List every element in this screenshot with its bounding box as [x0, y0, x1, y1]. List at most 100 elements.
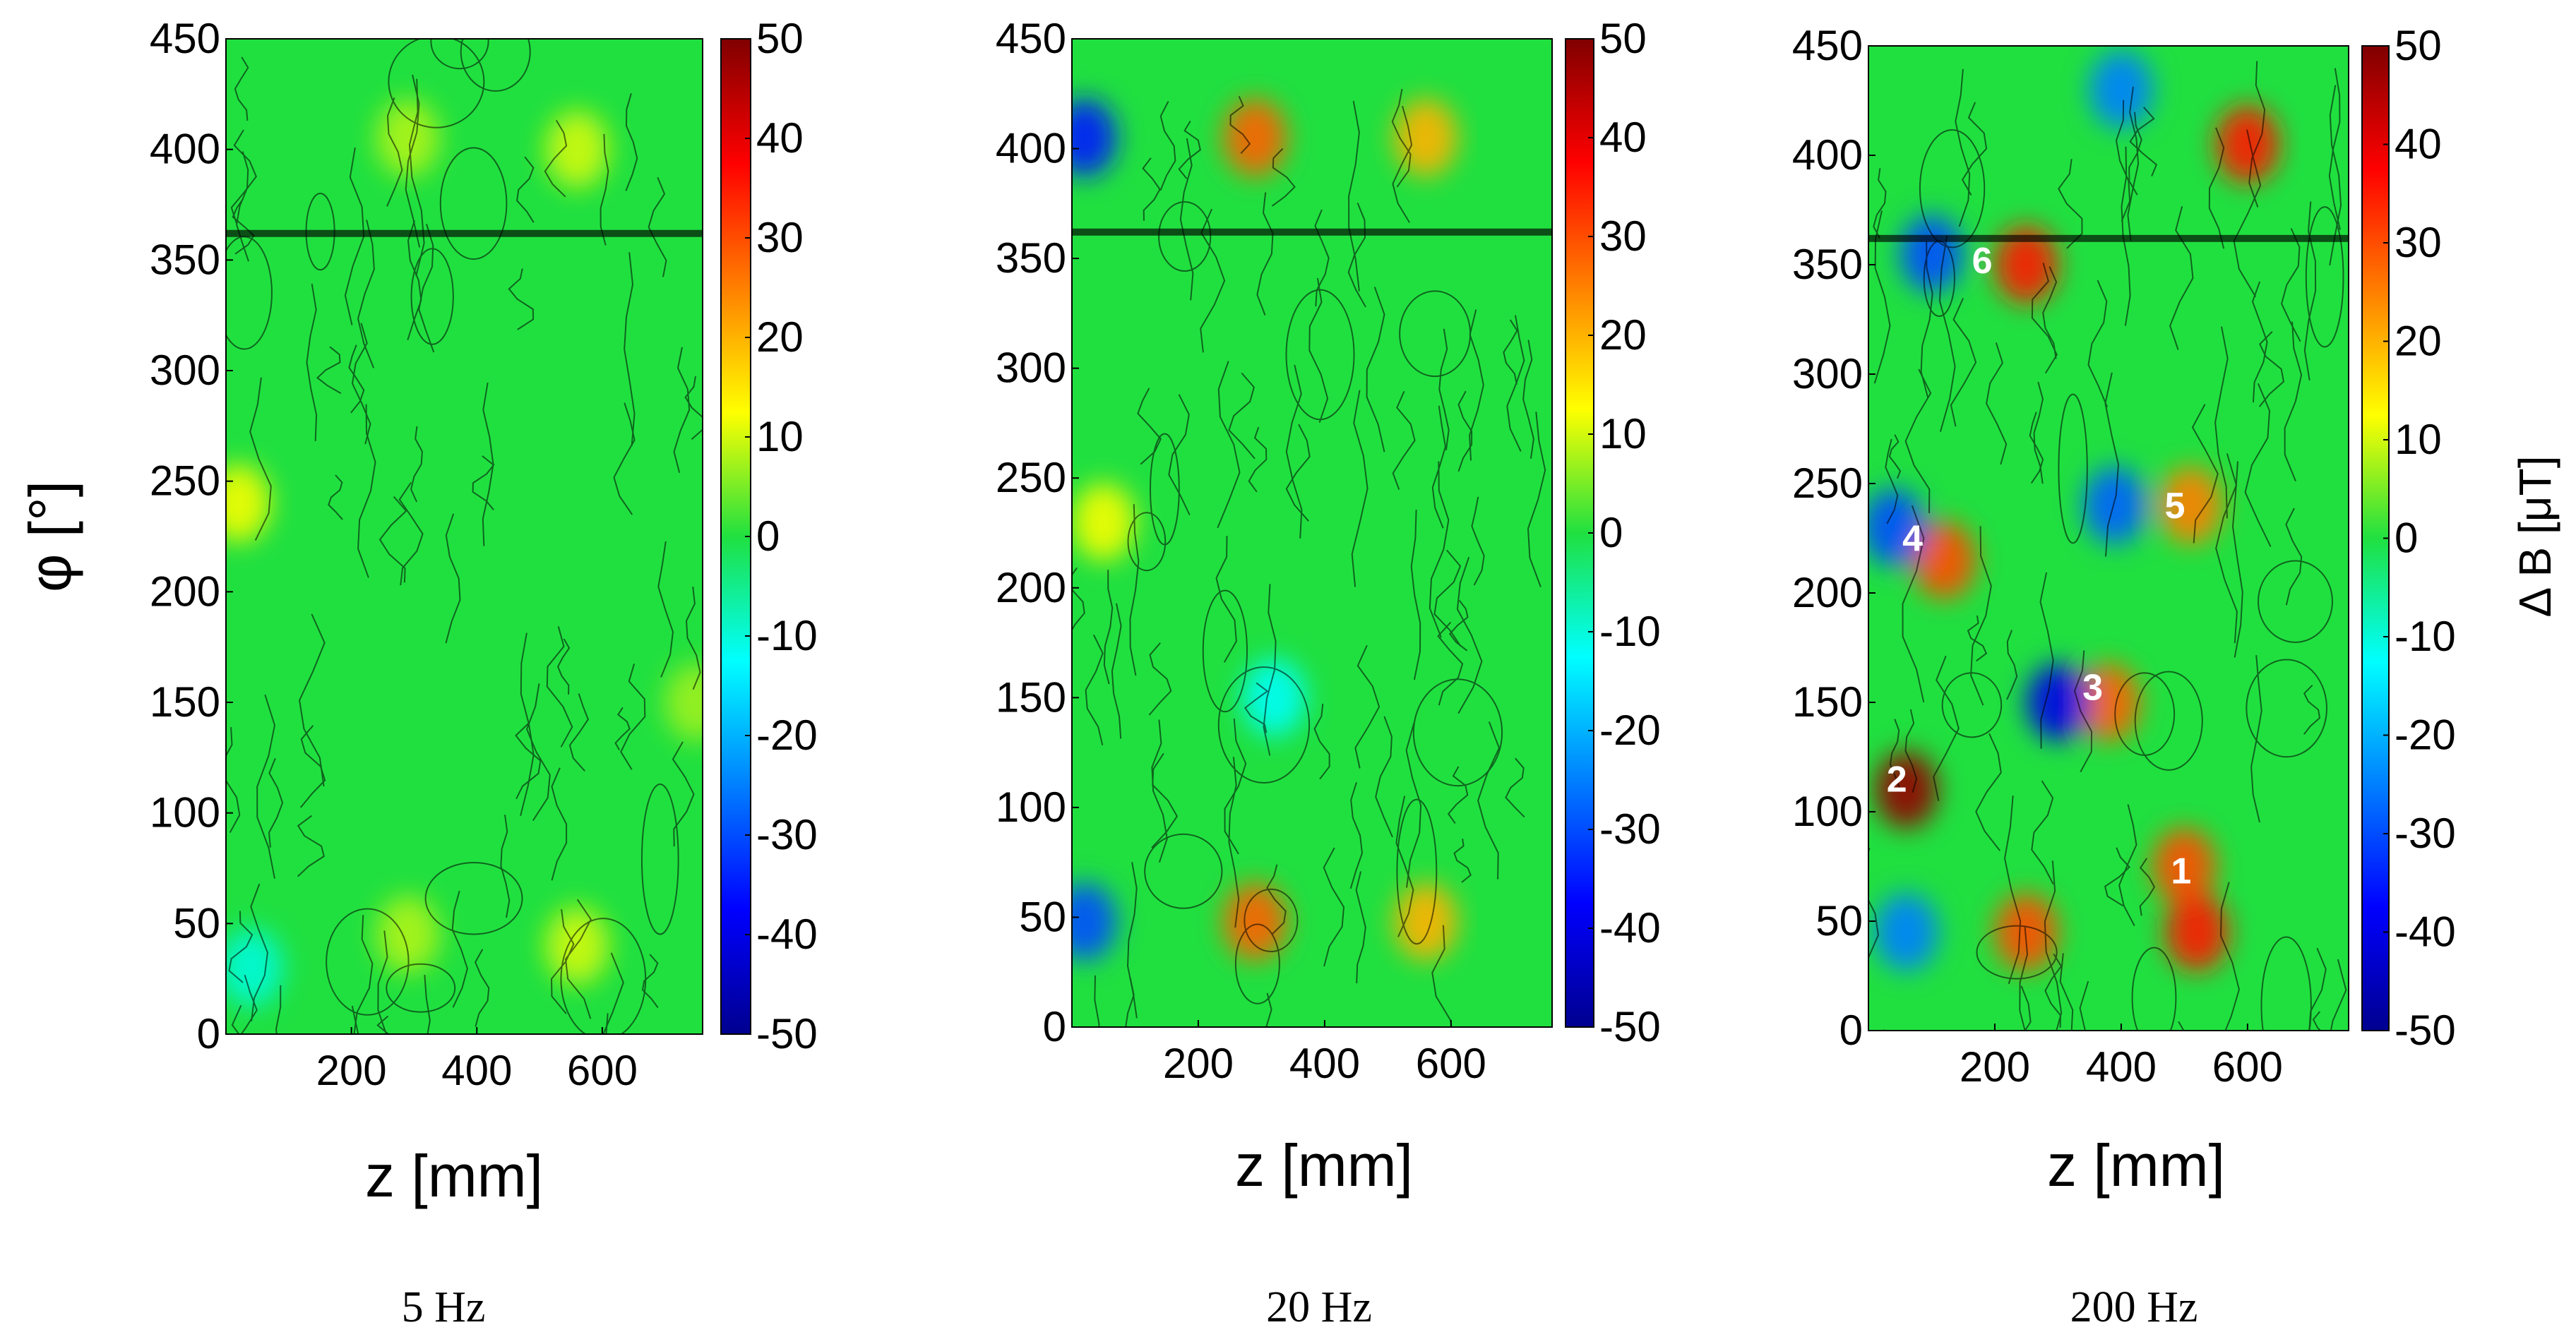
contour-line — [2208, 127, 2225, 249]
contour-line — [2044, 860, 2063, 1031]
colorbar: 50 40 30 20 10 0 -10 -20 -30 -40 -50 — [2361, 22, 2456, 1054]
contour-loop — [1234, 923, 1280, 1004]
x-tick-label: 600 — [567, 1047, 638, 1094]
contour-loop — [326, 908, 410, 1016]
contour-line — [2191, 404, 2219, 544]
contour-line — [410, 426, 423, 503]
contour-line — [2042, 266, 2058, 359]
contour-line — [2020, 985, 2032, 1031]
contour-line — [564, 899, 592, 1019]
contour-line — [231, 1004, 242, 1034]
contour-line — [445, 513, 461, 644]
colorbar-tick-label: -10 — [2395, 613, 2456, 660]
contour-line — [1391, 88, 1412, 188]
colorbar-tick-label: 40 — [1599, 114, 1647, 161]
heatmap-plot-area: 1 2 3 4 5 6 — [1868, 45, 2349, 1031]
field-feature — [2089, 51, 2153, 128]
contour-line — [2328, 68, 2341, 230]
contour-line — [1263, 584, 1277, 756]
contour-line — [2104, 847, 2130, 907]
contour-line — [1522, 340, 1534, 459]
contour-line — [613, 402, 636, 515]
contour-line — [1433, 549, 1462, 647]
plot-frame — [225, 38, 703, 1035]
contour-line — [1125, 977, 1135, 1027]
contour-line — [1375, 716, 1393, 838]
contour-line — [1950, 298, 1977, 427]
contour-loop — [1158, 200, 1212, 272]
contour-line — [250, 883, 268, 1021]
field-feature — [1394, 882, 1458, 961]
contour-loop — [1144, 833, 1223, 909]
contour-line — [1228, 372, 1256, 460]
contour-loop — [439, 147, 508, 260]
contour-line — [2039, 572, 2054, 749]
colorbar-tick-label: 10 — [1599, 410, 1647, 457]
contour-line — [1885, 438, 1899, 524]
y-tick-label: 450 — [1792, 22, 1863, 69]
contour-line — [2219, 882, 2240, 1031]
contour-line — [275, 985, 282, 1034]
contour-line — [357, 220, 375, 368]
contour-line — [2312, 1011, 2322, 1031]
contour-line — [1902, 505, 1925, 703]
contour-line — [2284, 321, 2303, 481]
contour-loop — [1202, 589, 1248, 713]
contour-line — [1904, 709, 1918, 793]
contour-line — [1883, 1029, 1885, 1031]
contour-line — [1285, 424, 1311, 522]
colorbar-tick-label: -10 — [756, 612, 818, 659]
panel-caption: 200 Hz — [2070, 1283, 2198, 1331]
contour-line — [673, 347, 691, 473]
contour-line — [348, 344, 365, 414]
field-feature — [2152, 827, 2217, 906]
contour-line — [1285, 364, 1303, 539]
colorbar-tick-label: -20 — [756, 712, 818, 759]
contour-line — [551, 767, 568, 881]
contour-line — [1889, 719, 1900, 788]
contour-line — [1129, 504, 1140, 676]
contour-line — [1438, 328, 1450, 451]
y-tick-label: 0 — [1839, 1007, 1863, 1054]
contour-line — [377, 930, 388, 1034]
contour-line — [2330, 959, 2347, 1031]
heatmap-plot-area — [1071, 38, 1553, 1028]
contour-line — [230, 129, 257, 224]
contour-line — [1178, 120, 1201, 179]
field-feature — [2082, 467, 2147, 544]
contour-line — [1431, 925, 1453, 1027]
colorbar-tick-label: -30 — [2395, 810, 2456, 857]
y-tick-label: 250 — [996, 454, 1066, 501]
contour-line — [256, 694, 276, 879]
contour-line — [408, 78, 425, 277]
contour-line — [556, 638, 571, 695]
contour-line — [378, 496, 407, 583]
contour-line — [482, 382, 494, 546]
panel-caption: 20 Hz — [1266, 1283, 1372, 1331]
defect-marker-label: 6 — [1972, 241, 1993, 282]
heatmap-background — [226, 39, 703, 1034]
contour-line — [1448, 599, 1469, 652]
field-feature — [226, 929, 283, 1007]
colorbar-tick-label: -20 — [1599, 707, 1661, 754]
colorbar-tick-label: 0 — [1599, 509, 1623, 556]
contour-line — [2214, 326, 2229, 519]
contour-line — [353, 915, 374, 1034]
x-axis-label: z [mm] — [1235, 1132, 1413, 1199]
x-tick-label: 400 — [2086, 1043, 2157, 1091]
contour-loop — [560, 918, 647, 1034]
contour-loop — [460, 39, 531, 92]
contour-line — [1888, 434, 1902, 479]
contour-line — [672, 741, 695, 847]
colorbar: 50 40 30 20 10 0 -10 -20 -30 -40 -50 — [1565, 15, 1661, 1050]
contour-line — [605, 1013, 609, 1034]
y-tick-label: 400 — [996, 125, 1066, 172]
contour-line — [1159, 101, 1176, 191]
y-tick-label: 400 — [150, 126, 220, 173]
contour-line — [297, 815, 325, 877]
colorbar-tick-label: 50 — [1599, 15, 1647, 62]
